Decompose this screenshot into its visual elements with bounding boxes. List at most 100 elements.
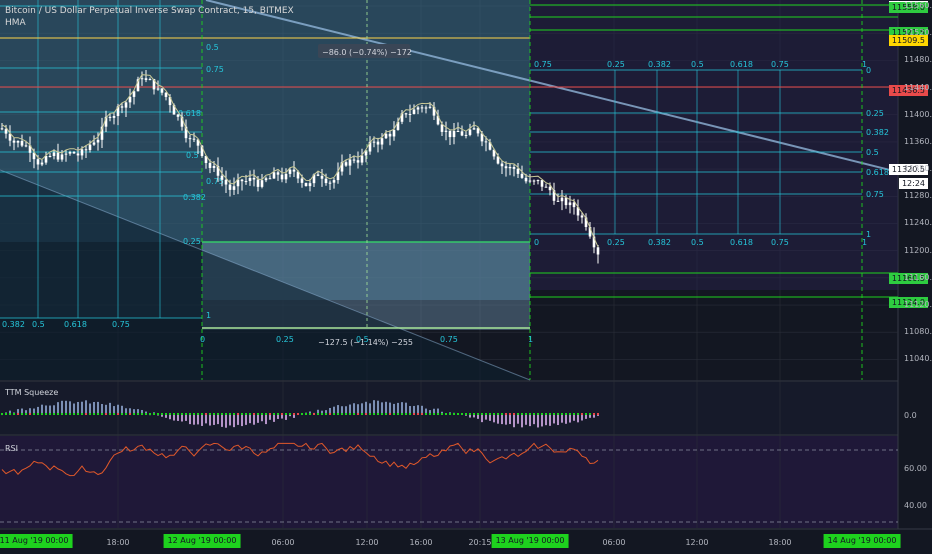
candle-body	[193, 139, 196, 140]
price-tick: 11240.0	[904, 218, 932, 227]
squeeze-dot	[341, 413, 343, 415]
squeeze-dot	[521, 413, 523, 415]
squeeze-bar	[57, 402, 59, 414]
candle-body	[449, 131, 452, 137]
squeeze-bar	[389, 403, 391, 414]
squeeze-bar	[333, 407, 335, 414]
squeeze-dot	[117, 413, 119, 415]
fib-mid-label: 0.382	[648, 238, 671, 247]
candle-body	[125, 102, 128, 107]
fib-bottom-label: 0.75	[112, 320, 130, 329]
squeeze-dot	[345, 413, 347, 415]
squeeze-dot	[33, 413, 35, 415]
candle-body	[65, 154, 68, 155]
squeeze-dot	[261, 413, 263, 415]
candle-body	[233, 186, 236, 190]
squeeze-dot	[53, 413, 55, 415]
squeeze-dot	[581, 413, 583, 415]
squeeze-dot	[201, 413, 203, 415]
squeeze-bar	[265, 414, 267, 424]
squeeze-bar	[489, 414, 491, 421]
candle-body	[565, 198, 568, 205]
squeeze-dot	[229, 413, 231, 415]
squeeze-dot	[281, 413, 283, 415]
fib-bottom-label: 0.618	[64, 320, 87, 329]
date-marker: 14 Aug '19 00:00	[824, 534, 901, 548]
squeeze-bar	[41, 405, 43, 414]
squeeze-bar	[209, 414, 211, 426]
candle-body	[349, 160, 352, 166]
candle-body	[373, 142, 376, 143]
candle-body	[57, 153, 60, 160]
squeeze-dot	[217, 413, 219, 415]
squeeze-pane-title[interactable]: TTM Squeeze	[5, 388, 58, 397]
squeeze-dot	[1, 413, 3, 415]
symbol-title[interactable]: Bitcoin / US Dollar Perpetual Inverse Sw…	[5, 5, 294, 17]
time-tick: 12:00	[355, 538, 378, 547]
squeeze-dot	[421, 413, 423, 415]
squeeze-dot	[573, 413, 575, 415]
squeeze-dot	[81, 413, 83, 415]
rsi-pane-title[interactable]: RSI	[5, 444, 18, 453]
squeeze-bar	[97, 402, 99, 414]
squeeze-dot	[109, 413, 111, 415]
hma-indicator-label[interactable]: HMA	[5, 17, 294, 29]
fib-level-label: 0.5	[866, 148, 879, 157]
candle-body	[141, 78, 144, 79]
squeeze-bar	[241, 414, 243, 426]
candle-body	[561, 198, 564, 202]
squeeze-dot	[89, 413, 91, 415]
squeeze-bar	[369, 403, 371, 414]
squeeze-dot	[225, 413, 227, 415]
squeeze-bar	[193, 414, 195, 425]
squeeze-bar	[257, 414, 259, 423]
fib-span-label: 0.75	[440, 335, 458, 344]
squeeze-bar	[93, 402, 95, 414]
squeeze-dot	[561, 413, 563, 415]
squeeze-dot	[369, 413, 371, 415]
candle-body	[45, 156, 48, 163]
squeeze-dot	[169, 413, 171, 415]
candle-body	[77, 153, 80, 155]
squeeze-bar	[409, 406, 411, 414]
squeeze-bar	[221, 414, 223, 427]
squeeze-dot	[593, 413, 595, 415]
squeeze-bar	[565, 414, 567, 424]
squeeze-bar	[49, 406, 51, 414]
squeeze-dot	[73, 413, 75, 415]
squeeze-dot	[309, 413, 311, 415]
price-tag: 12:24	[899, 178, 928, 189]
candle-body	[517, 169, 520, 174]
candle-body	[109, 117, 112, 118]
squeeze-bar	[513, 414, 515, 427]
squeeze-bar	[529, 414, 531, 426]
candle-body	[149, 79, 152, 80]
candle-body	[17, 141, 20, 143]
candle-body	[513, 167, 516, 169]
candle-body	[317, 174, 320, 175]
candle-body	[241, 180, 244, 182]
squeeze-bar	[177, 414, 179, 421]
squeeze-dot	[417, 413, 419, 415]
squeeze-bar	[541, 414, 543, 426]
fib-mid-label: 0.5	[691, 238, 704, 247]
fib-top-label: 0.75	[771, 60, 789, 69]
squeeze-bar	[217, 414, 219, 424]
squeeze-dot	[321, 413, 323, 415]
price-tick: 11200.0	[904, 246, 932, 255]
squeeze-dot	[65, 413, 67, 415]
squeeze-dot	[329, 413, 331, 415]
candle-body	[269, 178, 272, 179]
candle-body	[289, 170, 292, 174]
fib-level-label: 0.25	[866, 109, 884, 118]
squeeze-bar	[385, 402, 387, 414]
price-tick: 11160.0	[904, 273, 932, 282]
squeeze-bar	[261, 414, 263, 421]
squeeze-bar	[561, 414, 563, 423]
squeeze-dot	[457, 413, 459, 415]
candle-body	[465, 135, 468, 136]
measure-top-label: −86.0 (−0.74%) −172	[322, 48, 412, 57]
squeeze-dot	[441, 413, 443, 415]
time-tick: 06:00	[271, 538, 294, 547]
